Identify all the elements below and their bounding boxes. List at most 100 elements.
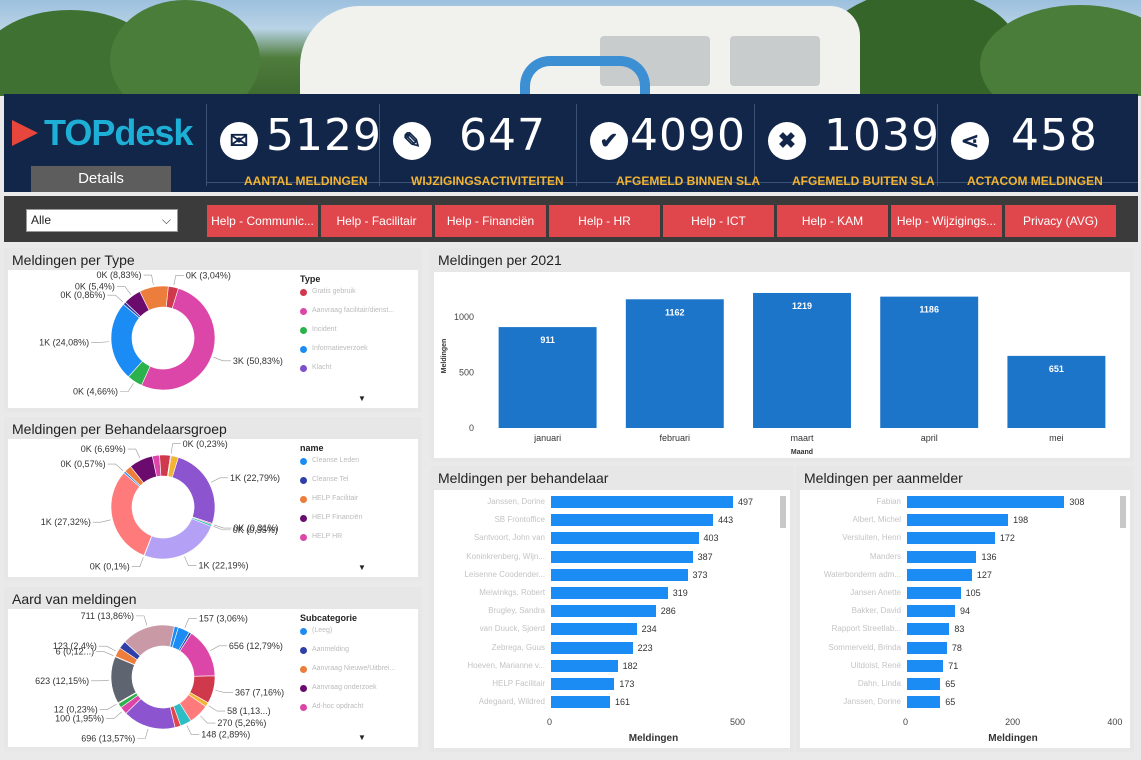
bar[interactable] xyxy=(907,696,941,709)
bar[interactable] xyxy=(551,532,699,545)
donut-chart-groep[interactable]: 1K (22,79%) 0K (0,31%)0K (0,55%) 1K (22,19… xyxy=(8,439,288,577)
kpi-value: 1039 xyxy=(824,110,940,161)
bar-category-label: HELP Facilitair xyxy=(492,679,545,688)
legend-item[interactable]: Aanmelding xyxy=(312,646,349,653)
privacy-avg-button[interactable]: Privacy (AVG) xyxy=(1005,205,1116,237)
bar[interactable] xyxy=(907,514,1009,527)
legend-item[interactable]: HELP HR xyxy=(312,533,343,540)
bar[interactable] xyxy=(907,678,941,690)
bar[interactable] xyxy=(551,568,688,581)
bar-category-label: Rapport Streetlab... xyxy=(831,624,901,634)
bar[interactable] xyxy=(551,605,656,618)
column-bar[interactable] xyxy=(1007,355,1106,428)
kpi-wijzigingsactiviteiten[interactable]: ✎ 647 WIJZIGINGSACTIVITEITEN xyxy=(381,104,575,190)
kpi-label: WIJZIGINGSACTIVITEITEN xyxy=(411,174,564,188)
legend-item[interactable]: HELP Facilitair xyxy=(312,495,359,502)
legend-dot xyxy=(300,308,307,315)
scrollbar[interactable] xyxy=(1120,496,1126,528)
legend-title: Type xyxy=(300,274,321,284)
bar-category-label: Leisenne Coodender... xyxy=(464,569,545,579)
column-bar[interactable] xyxy=(753,292,851,428)
bar[interactable] xyxy=(551,641,633,654)
bar[interactable] xyxy=(551,550,693,563)
bar[interactable] xyxy=(551,678,615,690)
donut-slice[interactable] xyxy=(171,456,216,524)
column-data-label: 1162 xyxy=(665,307,685,317)
bar[interactable] xyxy=(551,696,610,709)
donut-slice[interactable] xyxy=(143,518,212,560)
kpi-afgemeld-buiten-sla[interactable]: ✖ 1039 AFGEMELD BUITEN SLA xyxy=(756,104,939,190)
donut-data-label: 0K (0,31%) xyxy=(233,523,278,533)
bar[interactable] xyxy=(551,623,637,636)
kpi-aantal-meldingen[interactable]: ✉ 5129 AANTAL MELDINGEN xyxy=(208,104,381,190)
legend-dot xyxy=(300,496,307,503)
column-data-label: 651 xyxy=(1049,364,1064,374)
help-financien-button[interactable]: Help - Financiën xyxy=(435,205,546,237)
bar[interactable] xyxy=(551,496,733,508)
help-kam-button[interactable]: Help - KAM xyxy=(777,205,888,237)
donut-slice[interactable] xyxy=(167,455,179,478)
help-wijzigingen-button[interactable]: Help - Wijzigings... xyxy=(891,205,1002,237)
leader-line xyxy=(96,651,114,656)
bar[interactable] xyxy=(551,514,714,527)
kpi-label: AANTAL MELDINGEN xyxy=(244,174,368,188)
donut-data-label: 0K (5,4%) xyxy=(75,282,115,292)
filter-dropdown[interactable]: Alle ⌵ xyxy=(26,209,178,232)
bar-data-label: 443 xyxy=(718,515,734,526)
caret-down-icon[interactable]: ▼ xyxy=(358,394,366,403)
y-tick-label: 1000 xyxy=(454,312,474,322)
legend-item[interactable]: Klacht xyxy=(312,364,332,371)
scrollbar[interactable] xyxy=(780,496,786,528)
bar[interactable] xyxy=(907,623,950,636)
bar[interactable] xyxy=(907,532,995,545)
legend-item[interactable]: (Leeg) xyxy=(312,627,333,634)
column-bar[interactable] xyxy=(498,327,597,428)
donut-slice[interactable] xyxy=(169,625,179,648)
donut-chart-aard[interactable]: 157 (3,06%) 656 (12,79%) 367 (7,16%) 58 (1,… xyxy=(8,609,288,747)
legend-item[interactable]: HELP Financiën xyxy=(312,514,363,521)
donut-slice[interactable] xyxy=(110,472,153,556)
x-tick-label: februari xyxy=(660,433,691,443)
bar-chart-behandelaar[interactable]: Janssen, Dorine 497 SB Frontoffice 443 Santv… xyxy=(434,490,790,748)
legend-item[interactable]: Incident xyxy=(312,326,337,333)
legend-item[interactable]: Informatieverzoek xyxy=(312,345,368,352)
help-hr-button[interactable]: Help - HR xyxy=(549,205,660,237)
bar-category-label: Jansen Anette xyxy=(850,588,901,597)
column-bar[interactable] xyxy=(880,296,979,428)
x-tick-label: 0 xyxy=(547,717,553,727)
legend-item[interactable]: Aanvraag Nieuwe/Uitbrei... xyxy=(312,665,396,672)
bar[interactable] xyxy=(551,659,618,672)
bar[interactable] xyxy=(907,659,944,672)
bar[interactable] xyxy=(907,641,947,654)
legend-item[interactable]: Aanvraag onderzoek xyxy=(312,684,377,691)
bar[interactable] xyxy=(907,496,1065,508)
kpi-afgemeld-binnen-sla[interactable]: ✔ 4090 AFGEMELD BINNEN SLA xyxy=(578,104,760,190)
donut-slice[interactable] xyxy=(165,285,179,309)
bar[interactable] xyxy=(907,605,956,618)
leader-line xyxy=(136,615,148,626)
panel-aard-van-meldingen: Aard van meldingen 157 (3,06%) 656 (12,79… xyxy=(4,587,422,751)
donut-slice[interactable] xyxy=(141,287,216,391)
bar[interactable] xyxy=(907,587,961,599)
caret-down-icon[interactable]: ▼ xyxy=(358,733,366,742)
topdesk-logo: TOPdesk xyxy=(12,112,202,153)
caret-down-icon[interactable]: ▼ xyxy=(358,563,366,572)
column-bar[interactable] xyxy=(625,299,724,428)
bar[interactable] xyxy=(551,587,668,599)
legend-item[interactable]: Ad-hoc opdracht xyxy=(312,703,364,710)
bar-chart-aanmelder[interactable]: Fabian 308 Albert, Michel 198 Versluiten, He… xyxy=(800,490,1130,748)
legend-item[interactable]: Cleanse Leden xyxy=(312,457,360,464)
bar[interactable] xyxy=(907,568,972,581)
details-button[interactable]: Details xyxy=(31,166,171,192)
y-tick-label: 0 xyxy=(469,423,474,433)
kpi-actacom-meldingen[interactable]: ⋖ 458 ACTACOM MELDINGEN xyxy=(939,104,1137,190)
help-facilitair-button[interactable]: Help - Facilitair xyxy=(321,205,432,237)
legend-item[interactable]: Cleanse Tel xyxy=(312,476,349,483)
donut-chart-type[interactable]: 3K (50,83%) 0K (4,66%) 1K (24,08%) 0K (0,86… xyxy=(8,270,288,408)
legend-item[interactable]: Aanvraag facilitair/dienst... xyxy=(312,307,395,314)
legend-item[interactable]: Gratis gebruik xyxy=(312,288,356,295)
help-ict-button[interactable]: Help - ICT xyxy=(663,205,774,237)
column-chart[interactable]: 0 500 1000 Meldingen 911 januari 1162 februari 1… xyxy=(434,272,1130,458)
help-communicatie-button[interactable]: Help - Communic... xyxy=(207,205,318,237)
bar[interactable] xyxy=(907,550,977,563)
